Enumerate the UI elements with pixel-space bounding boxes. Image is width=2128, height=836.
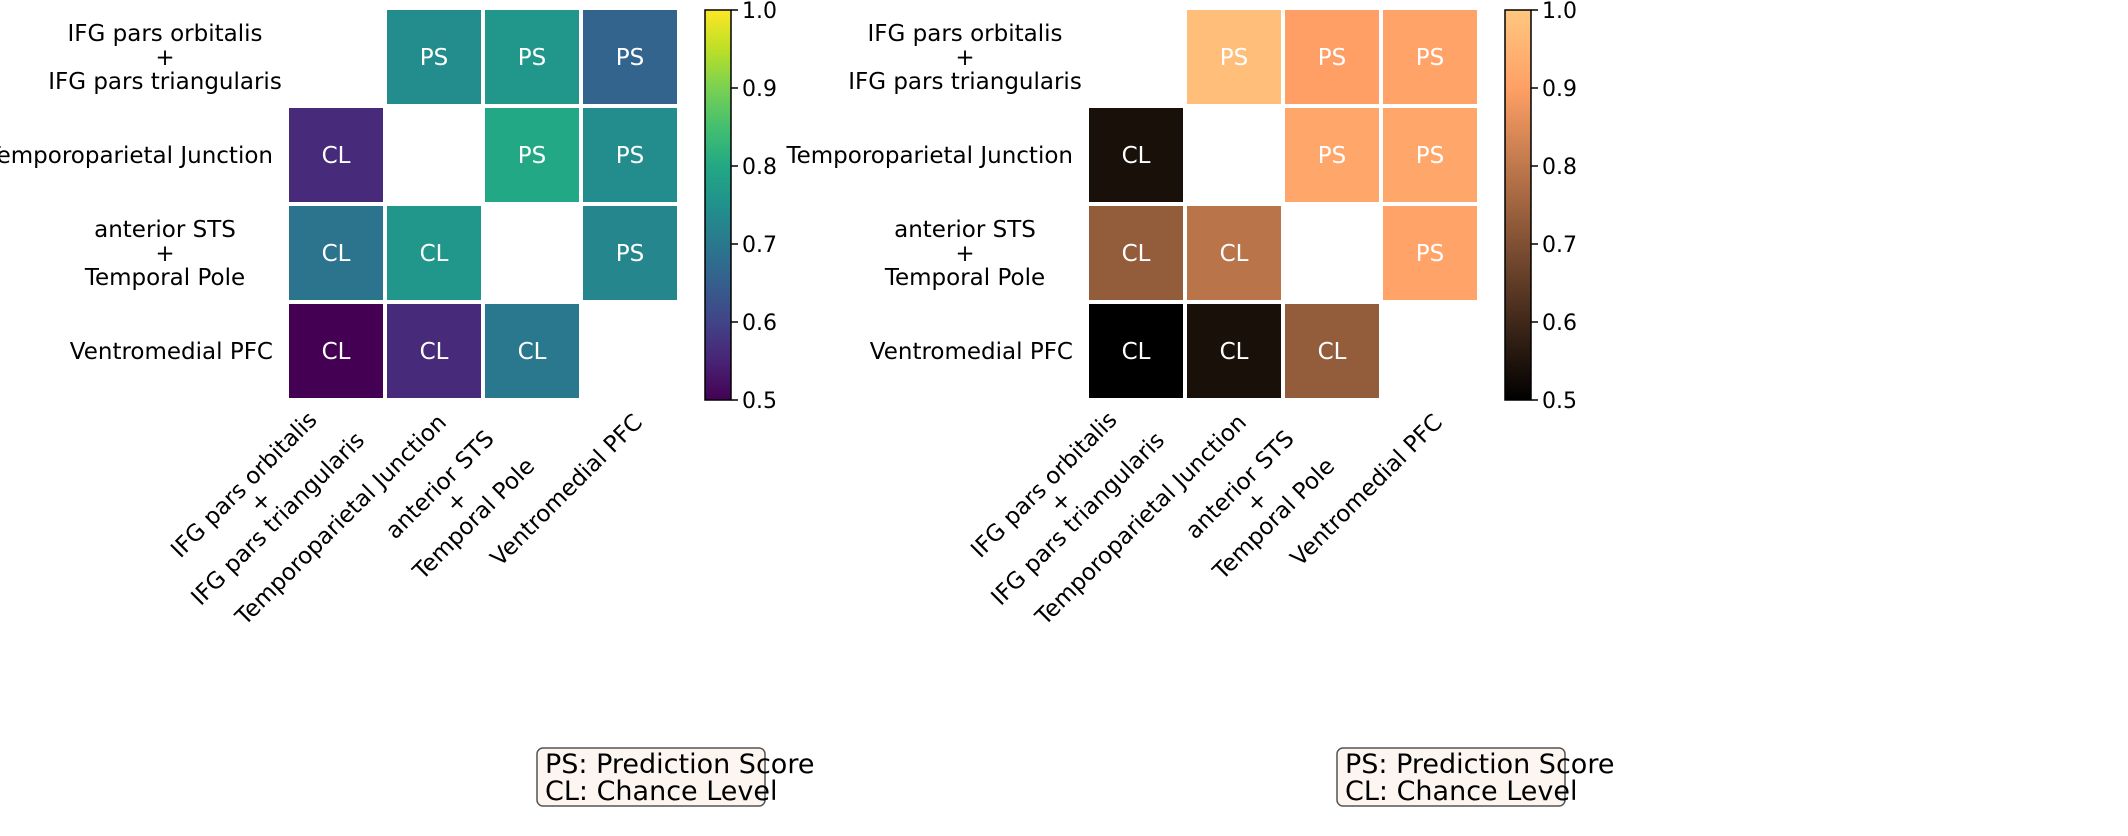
heatmap-cell bbox=[1187, 10, 1281, 104]
colorbar-tick-label: 0.8 bbox=[1542, 155, 1577, 180]
heatmap-cell bbox=[485, 108, 579, 202]
row-label: Ventromedial PFC bbox=[870, 339, 1073, 365]
legend-entry: PS: Prediction Score bbox=[545, 749, 814, 780]
cell-label: PS bbox=[1416, 241, 1444, 267]
colorbar bbox=[704, 9, 732, 401]
heatmap-cell bbox=[387, 10, 481, 104]
row-label: Temporoparietal Junction bbox=[0, 143, 273, 169]
heatmap-cell bbox=[1187, 206, 1281, 300]
heatmap-cell bbox=[1383, 206, 1477, 300]
colorbar-tick-label: 0.9 bbox=[742, 77, 777, 102]
cell-label: PS bbox=[518, 45, 546, 71]
heatmap-cell bbox=[1383, 108, 1477, 202]
cell-label: CL bbox=[1122, 241, 1151, 267]
cell-label: CL bbox=[1122, 339, 1151, 365]
heatmap-panel-1: PS PS PS CL PS PS CL CL PS CL CL CL IFG pars orbital… bbox=[0, 0, 814, 807]
legend-box bbox=[1336, 747, 1566, 807]
heatmap-cell bbox=[387, 304, 481, 398]
row-label: Ventromedial PFC bbox=[70, 339, 273, 365]
cell-label: CL bbox=[322, 339, 351, 365]
cell-label: CL bbox=[420, 241, 449, 267]
cell-label: PS bbox=[420, 45, 448, 71]
colorbar-tick-label: 1.0 bbox=[1542, 0, 1577, 24]
legend-entry: CL: Chance Level bbox=[1345, 776, 1578, 807]
heatmap-cell bbox=[1089, 304, 1183, 398]
heatmap-cell bbox=[289, 304, 383, 398]
colorbar-tick-label: 0.8 bbox=[742, 155, 777, 180]
cell-label: CL bbox=[322, 241, 351, 267]
row-label: anterior STS + Temporal Pole bbox=[884, 217, 1045, 291]
heatmap-cell bbox=[583, 10, 677, 104]
cell-label: PS bbox=[1318, 45, 1346, 71]
cell-label: PS bbox=[616, 143, 644, 169]
heatmap-cell bbox=[1089, 206, 1183, 300]
colorbar-tick-label: 0.7 bbox=[742, 233, 777, 258]
cell-label: CL bbox=[1220, 241, 1249, 267]
cell-label: PS bbox=[518, 143, 546, 169]
heatmap-cell bbox=[289, 108, 383, 202]
cell-label: CL bbox=[420, 339, 449, 365]
row-label: Temporoparietal Junction bbox=[785, 143, 1073, 169]
column-label: IFG pars orbitalis+IFG pars triangularis bbox=[953, 393, 1171, 611]
colorbar-tick-label: 0.7 bbox=[1542, 233, 1577, 258]
heatmap-cell bbox=[485, 10, 579, 104]
heatmap-cell bbox=[485, 304, 579, 398]
column-label: IFG pars orbitalis+IFG pars triangularis bbox=[153, 393, 371, 611]
heatmap-cell bbox=[583, 206, 677, 300]
cell-label: PS bbox=[616, 241, 644, 267]
heatmap-cell bbox=[387, 206, 481, 300]
cell-label: PS bbox=[1416, 143, 1444, 169]
row-label: IFG pars orbitalis + IFG pars triangularis bbox=[48, 21, 282, 95]
colorbar-tick-label: 0.6 bbox=[742, 311, 777, 336]
heatmap-cell bbox=[1187, 304, 1281, 398]
cell-label: CL bbox=[518, 339, 547, 365]
heatmap-cell bbox=[1383, 10, 1477, 104]
heatmap-cell bbox=[289, 206, 383, 300]
colorbar bbox=[1504, 9, 1532, 401]
cell-label: CL bbox=[1122, 143, 1151, 169]
row-label: IFG pars orbitalis + IFG pars triangularis bbox=[848, 21, 1082, 95]
cell-label: PS bbox=[1220, 45, 1248, 71]
cell-label: CL bbox=[322, 143, 351, 169]
heatmap-cell bbox=[1285, 108, 1379, 202]
heatmap-cell bbox=[1285, 304, 1379, 398]
legend-box bbox=[536, 747, 766, 807]
colorbar-tick-label: 0.6 bbox=[1542, 311, 1577, 336]
cell-label: PS bbox=[1416, 45, 1444, 71]
row-label: anterior STS + Temporal Pole bbox=[84, 217, 245, 291]
legend-entry: CL: Chance Level bbox=[545, 776, 778, 807]
colorbar-tick-label: 1.0 bbox=[742, 0, 777, 24]
colorbar-tick-label: 0.5 bbox=[742, 389, 777, 414]
colorbar-tick-label: 0.9 bbox=[1542, 77, 1577, 102]
legend-entry: PS: Prediction Score bbox=[1345, 749, 1614, 780]
cell-label: CL bbox=[1318, 339, 1347, 365]
cell-label: PS bbox=[1318, 143, 1346, 169]
heatmap-panel-2: PS PS PS CL PS PS CL CL PS CL CL CL IFG pars orbital… bbox=[785, 0, 1614, 807]
colorbar-tick-label: 0.5 bbox=[1542, 389, 1577, 414]
heatmap-cell bbox=[1089, 108, 1183, 202]
heatmap-cell bbox=[583, 108, 677, 202]
cell-label: PS bbox=[616, 45, 644, 71]
cell-label: CL bbox=[1220, 339, 1249, 365]
heatmap-cell bbox=[1285, 10, 1379, 104]
